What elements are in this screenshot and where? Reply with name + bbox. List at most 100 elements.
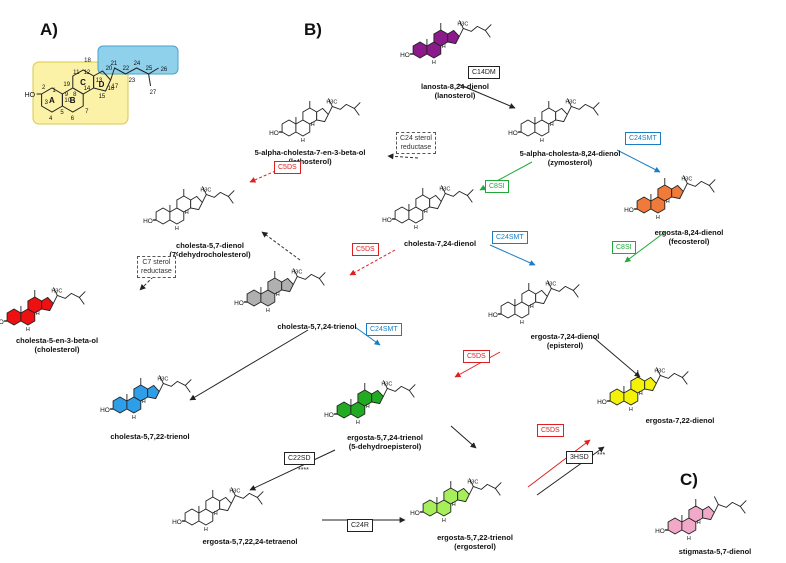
enzyme-c22sd: C22SD: [284, 452, 315, 465]
arrow-episterol-dehydroepisterol: [454, 351, 501, 378]
atom-number: 6: [71, 116, 75, 122]
structure-episterol: HO H3C H H: [488, 280, 580, 326]
ring-d: [457, 487, 470, 503]
c21-methyl: [158, 375, 164, 384]
side-chain-methyl: [572, 290, 579, 298]
atom-number: 16: [108, 86, 115, 92]
h-label: H: [666, 199, 670, 205]
panel-label-b: B): [304, 20, 322, 39]
arrow-trienol-cholesta5722: [189, 329, 309, 401]
h-label: H: [639, 391, 643, 397]
side-chain: [440, 189, 474, 202]
c21-methyl: [458, 20, 464, 29]
ring-a: [667, 517, 683, 535]
h3c-label: H3C: [457, 21, 468, 27]
atom-number: 18: [84, 58, 91, 64]
hydroxyl-label: HO: [25, 92, 36, 99]
ring-a: [394, 206, 410, 224]
h3c-label: H3C: [467, 479, 478, 485]
ring-a: [520, 119, 536, 137]
atom-number: 14: [84, 86, 91, 92]
structure-zymosterol: HO H3C H H: [508, 98, 600, 144]
side-chain: [682, 179, 716, 192]
ring-d: [219, 496, 232, 512]
atom-number: 26: [161, 67, 168, 73]
ring-d: [644, 376, 657, 392]
ring-label-d: D: [99, 80, 105, 89]
h-label: H: [356, 420, 360, 426]
h-label: H: [442, 518, 446, 524]
hydroxyl-label: HO: [382, 217, 392, 224]
side-chain-methyl: [408, 390, 415, 398]
hydroxyl-label: HO: [172, 519, 182, 526]
side-chain-methyl: [148, 73, 152, 87]
h-label: H: [530, 304, 534, 310]
compound-name-stigmasta: stigmasta-5,7-dienol: [678, 547, 752, 556]
hydroxyl-label: HO: [324, 412, 334, 419]
atom-number: 24: [134, 61, 141, 67]
note-stars-4: ****: [298, 467, 309, 474]
ring-a: [422, 499, 438, 517]
side-chain-methyl: [494, 488, 501, 496]
compound-name-ergosta722: ergosta-7,22-dienol: [645, 416, 715, 425]
structure-cholesta5722: HO H3C H H: [100, 375, 192, 421]
ring-d: [702, 505, 715, 521]
ring-d: [316, 107, 329, 123]
side-chain: [546, 284, 580, 297]
side-chain-methyl: [184, 385, 191, 393]
compound-name-episterol: ergosta-7,24-dienol (episterol): [530, 332, 600, 350]
side-chain: [327, 102, 361, 115]
c21-methyl: [327, 98, 333, 107]
h-label: H: [656, 215, 660, 221]
structure-reference-numbered: [36, 67, 159, 113]
ring-d: [41, 296, 54, 312]
ring-d: [371, 389, 384, 405]
side-chain: [458, 24, 492, 37]
structure-dhc: HO H3C H H: [143, 186, 235, 232]
ring-a: [246, 289, 262, 307]
enzyme-c14dm: C14DM: [468, 66, 500, 79]
h-label: H: [424, 209, 428, 215]
arrow-cholesta724-episterol: [489, 244, 536, 266]
structure-ergosterol: HO H3C H H: [410, 478, 502, 524]
h-label: H: [629, 407, 633, 413]
side-chain: [230, 491, 264, 504]
ring-a: [336, 401, 352, 419]
compound-name-zymosterol: 5-alpha-cholesta-8,24-dienol (zymosterol…: [519, 149, 621, 167]
side-chain-methyl: [484, 30, 491, 38]
ring-d: [535, 289, 548, 305]
ring-a: [412, 41, 428, 59]
structure-ergosta722: HO H3C H H: [597, 367, 689, 413]
structure-trienol: HO H3C H H: [234, 268, 326, 314]
atom-number: 5: [60, 110, 64, 116]
h-label: H: [36, 311, 40, 317]
hydroxyl-label: HO: [488, 312, 498, 319]
structure-cholesta724: HO H3C H H: [382, 185, 474, 231]
atom-number: 23: [129, 78, 136, 84]
h-label: H: [550, 122, 554, 128]
h-label: H: [266, 308, 270, 314]
c21-methyl: [230, 487, 236, 496]
h3c-label: H3C: [681, 176, 692, 182]
h-label: H: [540, 138, 544, 144]
ring-d: [93, 70, 112, 92]
enzyme-c8si-2: C8SI: [612, 241, 636, 254]
compound-name-tetraenol: ergosta-5,7,22,24-tetraenol: [202, 537, 298, 546]
ring-label-b: B: [70, 96, 76, 105]
hydroxyl-label: HO: [234, 300, 244, 307]
side-chain-highlight-box: [97, 45, 179, 75]
arrow-dehydroepisterol-ergosterol: [450, 425, 477, 449]
h3c-label: H3C: [545, 281, 556, 287]
side-chain-methyl: [739, 506, 746, 514]
h-label: H: [132, 415, 136, 421]
atom-number: 8: [73, 92, 77, 98]
enzyme-c5ds-1: C5DS: [274, 161, 301, 174]
atom-number: 20: [106, 66, 113, 72]
arrow-zymosterol-fecosterol: [616, 149, 661, 173]
compound-name-cholesta724: cholesta-7,24-dienol: [403, 239, 477, 248]
panel-label-a: A): [40, 20, 58, 39]
atom-number: 17: [112, 84, 119, 90]
ring-label-c: C: [80, 78, 86, 87]
structure-stigmasta: HO H H: [655, 496, 747, 542]
